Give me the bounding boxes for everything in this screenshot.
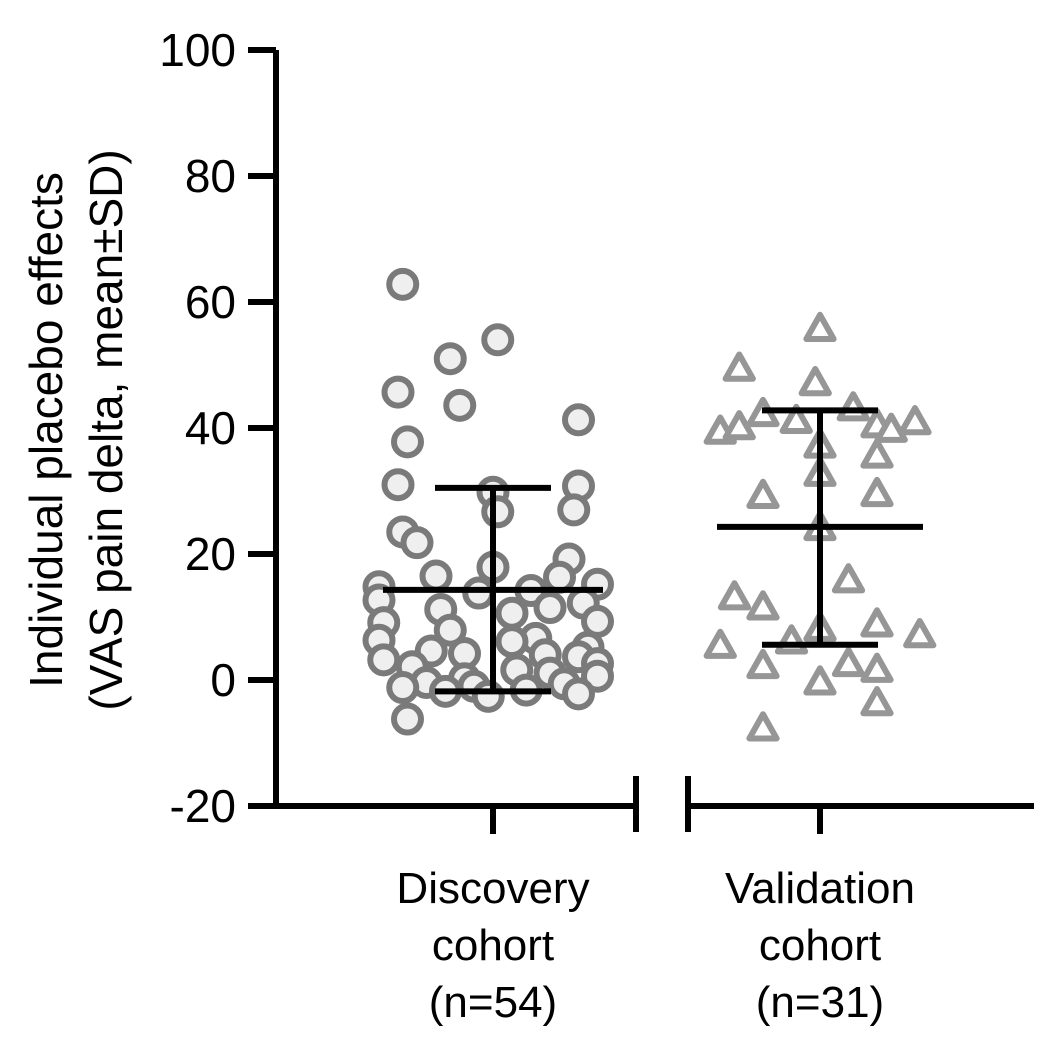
y-axis-title-line1: Individual placebo effects (20, 172, 72, 688)
point-s0-48 (386, 671, 420, 705)
point-s0-2 (433, 342, 467, 376)
y-tick-label-2: 20 (185, 528, 236, 580)
point-s1-22 (774, 624, 809, 655)
point-s0-24 (533, 591, 567, 625)
point-s0-3 (381, 375, 415, 409)
point-s1-24 (831, 646, 866, 678)
point-s0-10 (557, 493, 591, 527)
y-tick-label-0: -20 (170, 780, 236, 832)
point-s0-13 (400, 526, 434, 560)
x-category-label-1-line1: Validation (725, 864, 915, 913)
point-s1-27 (803, 665, 837, 696)
point-s0-16 (419, 559, 453, 593)
point-s0-4 (443, 388, 477, 422)
x-category-label-1-line2: cohort (759, 921, 881, 970)
point-s1-11 (860, 438, 894, 469)
y-axis-title: Individual placebo effects (VAS pain del… (20, 149, 132, 710)
point-s0-29 (433, 613, 467, 647)
point-s1-5 (779, 403, 813, 434)
x-category-label-0-line1: Discovery (396, 864, 589, 913)
point-s1-2 (798, 366, 832, 397)
x-category-label-0-line2: cohort (432, 921, 554, 970)
point-s0-0 (386, 267, 420, 301)
point-s1-8 (874, 412, 908, 443)
point-s1-29 (746, 711, 780, 742)
y-tick-label-5: 80 (185, 150, 236, 202)
point-s1-21 (903, 618, 937, 649)
axes (273, 50, 1034, 834)
y-tick-label-3: 40 (185, 402, 236, 454)
point-s0-17 (543, 560, 576, 594)
x-category-labels: Discovery cohort (n=54) Validation cohort (n=… (396, 864, 915, 1027)
point-s1-1 (722, 351, 756, 382)
data-points (362, 267, 937, 742)
point-s1-28 (860, 686, 894, 717)
point-s1-16 (831, 563, 866, 594)
point-s0-6 (391, 425, 424, 459)
point-s0-32 (495, 625, 529, 659)
point-s0-7 (381, 468, 415, 502)
point-s1-18 (746, 590, 780, 621)
y-tick-label-6: 100 (159, 24, 236, 76)
y-tick-label-4: 60 (185, 276, 236, 328)
point-s0-11 (481, 495, 515, 529)
point-s0-1 (481, 323, 515, 357)
point-s0-38 (367, 643, 401, 677)
point-s1-25 (746, 648, 780, 680)
x-category-label-1-line3: (n=31) (756, 978, 884, 1027)
point-s0-21 (462, 576, 496, 610)
point-s1-26 (860, 652, 894, 683)
point-s1-3 (836, 391, 870, 422)
x-category-label-0-line3: (n=54) (429, 978, 557, 1027)
point-s1-13 (860, 476, 894, 508)
y-axis-title-line2: (VAS pain delta, mean±SD) (80, 149, 132, 710)
point-s1-19 (860, 607, 894, 638)
point-s1-30 (722, 410, 756, 441)
point-s0-51 (471, 679, 505, 713)
point-s0-53 (391, 702, 424, 736)
point-s0-5 (562, 403, 595, 437)
point-s0-50 (562, 677, 595, 711)
y-tick-label-1: 0 (210, 654, 236, 706)
point-s0-26 (495, 596, 529, 630)
point-s1-23 (703, 628, 737, 659)
point-s1-14 (746, 478, 780, 509)
error-bars (383, 407, 923, 695)
point-s1-0 (803, 311, 837, 343)
point-s1-17 (717, 580, 752, 611)
y-ticks: -20 0 20 40 60 80 100 (159, 24, 276, 832)
point-s1-6 (898, 405, 932, 436)
